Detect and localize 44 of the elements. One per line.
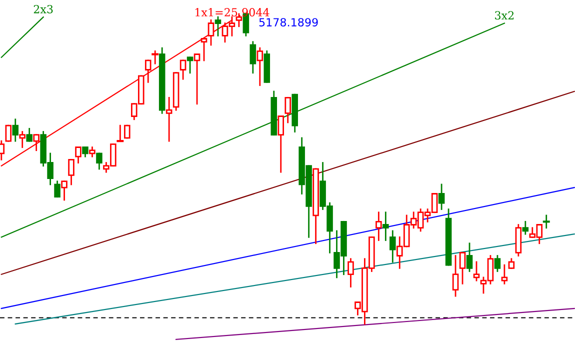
candlestick [200, 38, 208, 62]
series-label: 1x1=25.9044 [195, 8, 270, 16]
candlestick [256, 47, 264, 86]
candlestick [89, 146, 96, 158]
candlestick [348, 258, 354, 288]
candlestick [124, 124, 130, 139]
candlestick [180, 60, 186, 80]
candlestick [508, 258, 515, 269]
candlestick [82, 146, 88, 158]
candlestick [152, 50, 159, 64]
candlestick [68, 158, 74, 186]
candlestick [54, 180, 60, 198]
candlestick [166, 96, 172, 142]
series-label: 2x3 [34, 4, 53, 14]
candlestick [250, 41, 256, 74]
candlestick [144, 60, 152, 83]
candlestick [284, 96, 291, 124]
candlestick [390, 230, 396, 263]
candlestick [186, 56, 194, 74]
candlestick [466, 242, 473, 272]
candlestick [542, 214, 550, 229]
annotation: 5178.1899 [259, 18, 318, 26]
candlestick [452, 255, 459, 297]
candlestick [12, 118, 19, 142]
candlestick [459, 252, 466, 284]
candlestick [522, 220, 529, 235]
candlestick [278, 116, 284, 173]
candlestick [26, 128, 32, 142]
candlestick [382, 212, 389, 241]
candlestick [61, 180, 68, 201]
series-label: 3x2 [495, 11, 514, 20]
candlestick [214, 16, 222, 36]
candlestick [116, 124, 124, 142]
candlestick [96, 152, 102, 170]
candlestick [494, 255, 501, 272]
candlestick [438, 184, 445, 210]
candlestick [33, 134, 40, 152]
candlestick [501, 264, 508, 284]
candlestick [473, 261, 480, 282]
candlestick [75, 146, 82, 164]
candlestick [194, 54, 200, 105]
candlestick [19, 131, 26, 148]
candlestick [5, 124, 12, 142]
candlestick [376, 212, 382, 241]
